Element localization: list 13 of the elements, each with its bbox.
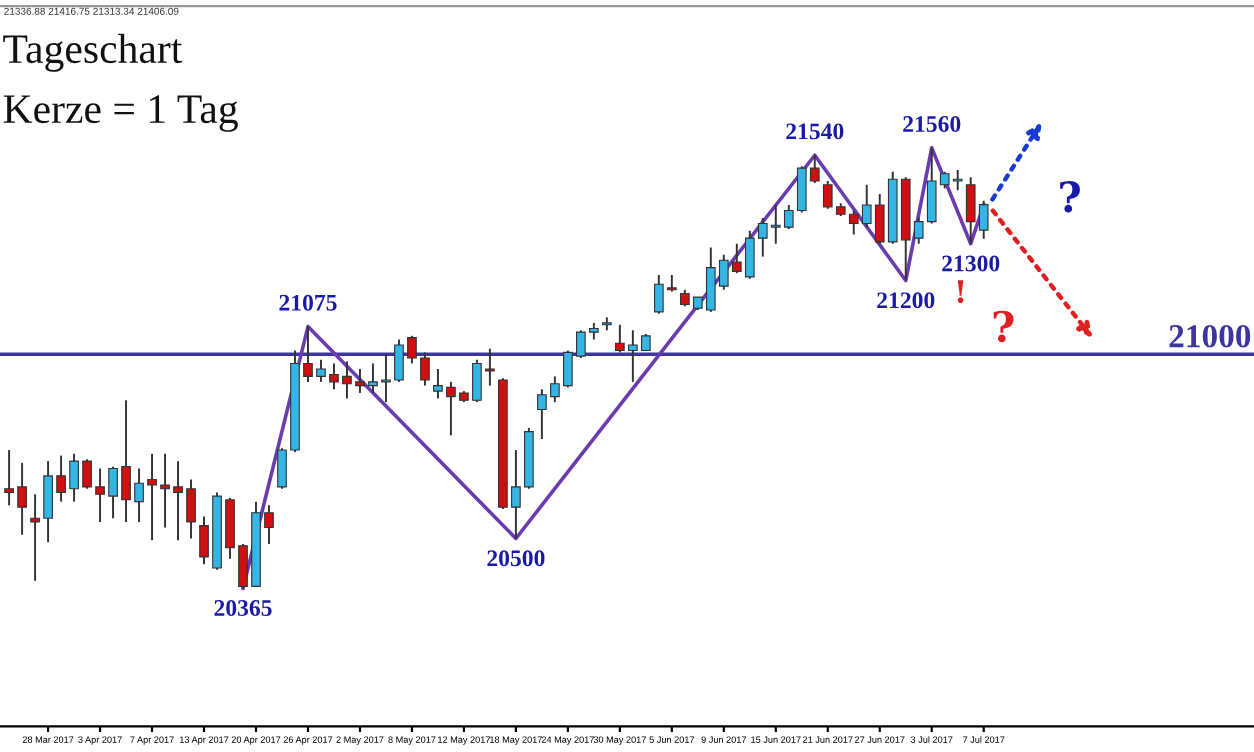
text: ? xyxy=(1060,181,1080,213)
text: Tageschart xyxy=(3,33,183,72)
annotation: 21075 xyxy=(279,294,337,311)
annotation: 21300 xyxy=(942,255,1000,272)
annotation: 20500 xyxy=(487,550,545,567)
annotation: 21200 xyxy=(877,292,935,309)
text: ? xyxy=(993,310,1014,343)
annotation: 20365 xyxy=(214,600,272,616)
ref-line-label: 21000 xyxy=(1169,324,1251,348)
text: Kerze = 1 Tag xyxy=(3,95,238,132)
annotation: 21560 xyxy=(903,116,961,132)
annotation: 21540 xyxy=(786,123,844,140)
annotation: ! xyxy=(957,280,964,304)
